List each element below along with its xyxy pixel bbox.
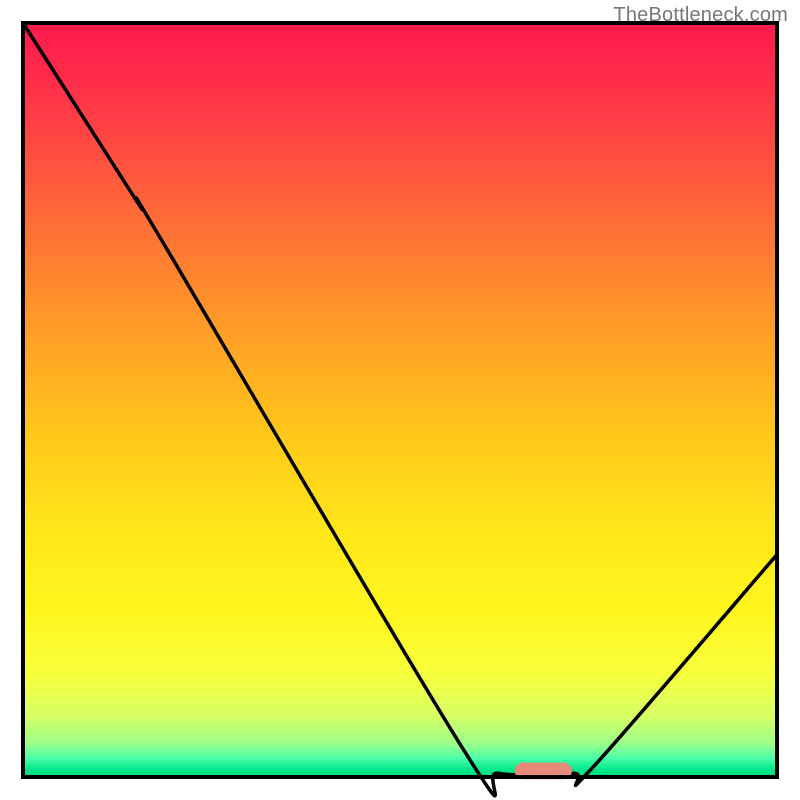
chart-svg xyxy=(0,0,800,800)
watermark-text: TheBottleneck.com xyxy=(613,4,788,27)
chart-background xyxy=(23,23,777,777)
bottleneck-chart xyxy=(0,0,800,800)
